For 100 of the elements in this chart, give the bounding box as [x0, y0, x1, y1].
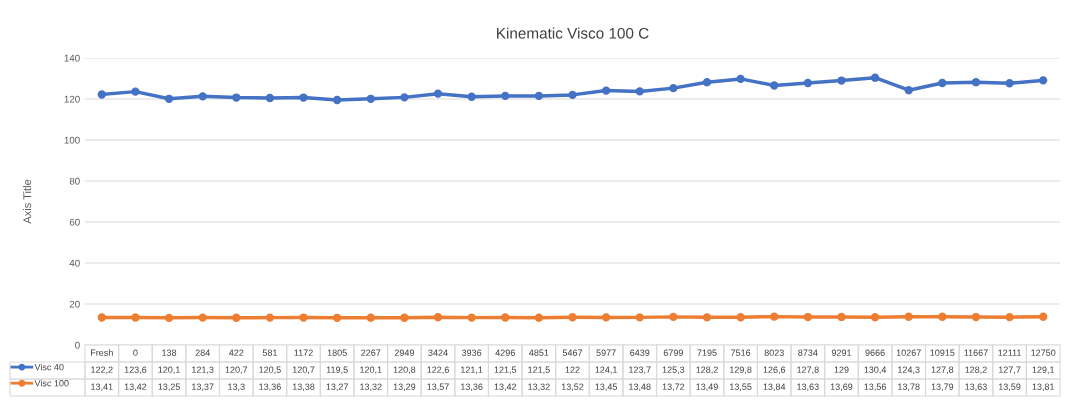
data-label: 129,1	[1032, 366, 1055, 374]
data-label: 13,69	[830, 383, 853, 391]
point	[736, 313, 745, 322]
point	[971, 312, 981, 322]
data-label: 13,42	[124, 383, 147, 391]
x-tick-label: 8023	[764, 349, 784, 356]
data-label: 13,29	[393, 383, 416, 391]
y-tick-label: 80	[69, 177, 80, 185]
data-label: 13,63	[797, 383, 819, 391]
data-label: 13,84	[763, 383, 786, 391]
x-tick-label: 5977	[596, 349, 616, 356]
x-tick-label: 10267	[896, 349, 921, 356]
x-tick-label: 12750	[1031, 349, 1056, 356]
data-label: 125,3	[662, 366, 685, 374]
data-label: 13,63	[965, 383, 987, 391]
data-label: 13,81	[1032, 383, 1055, 391]
x-tick-label: 284	[195, 349, 210, 356]
data-label: 13,36	[259, 383, 281, 391]
point	[770, 312, 779, 321]
data-label: 128,2	[965, 366, 987, 374]
data-label: 13,37	[192, 383, 214, 391]
point	[803, 78, 813, 88]
point	[131, 87, 140, 96]
data-label: 120,1	[158, 366, 180, 374]
legend-label: Visc 100	[34, 379, 69, 387]
data-label: 124,3	[898, 366, 920, 374]
x-tick-label: 11667	[964, 349, 988, 356]
x-tick-label: 1805	[327, 349, 347, 356]
point	[870, 313, 880, 322]
point	[467, 92, 476, 101]
data-label: 122,6	[427, 366, 449, 374]
data-label: 13,27	[326, 383, 348, 391]
point	[568, 90, 577, 100]
point	[467, 313, 476, 322]
point	[299, 93, 308, 102]
point	[265, 93, 275, 103]
data-label: 13,79	[931, 383, 954, 391]
data-label: 13,41	[91, 383, 113, 391]
point	[601, 313, 611, 322]
point	[837, 76, 846, 85]
data-label: 127,8	[931, 366, 954, 374]
data-label: 120,7	[225, 366, 248, 374]
point	[938, 312, 947, 321]
point	[568, 313, 577, 322]
data-label: 13,3	[228, 383, 245, 391]
data-label: 122,2	[91, 366, 113, 374]
data-label: 121,3	[192, 366, 214, 374]
point	[198, 313, 207, 322]
point	[635, 87, 644, 96]
data-label: 13,72	[662, 383, 685, 391]
data-label: 13,32	[360, 383, 382, 391]
x-tick-label: 7516	[731, 349, 751, 356]
point	[332, 95, 342, 105]
point	[971, 78, 981, 87]
data-label: 13,38	[292, 383, 315, 391]
data-label: 121,5	[494, 366, 517, 374]
x-tick-label: 9291	[831, 349, 852, 356]
point	[232, 313, 241, 322]
point	[366, 94, 375, 103]
legend-label: Visc 40	[34, 363, 64, 371]
point	[366, 313, 375, 322]
point	[501, 91, 510, 101]
point	[534, 91, 544, 101]
data-label: 121,1	[461, 366, 483, 374]
point	[1005, 79, 1014, 88]
x-tick-label: 0	[133, 349, 138, 356]
y-tick-label: 60	[69, 218, 80, 226]
point	[232, 93, 241, 102]
x-tick-label: 3424	[428, 349, 448, 356]
data-label: 13,59	[998, 383, 1021, 391]
data-label: 13,56	[864, 383, 886, 391]
data-label: 127,7	[998, 366, 1021, 374]
point	[635, 313, 644, 322]
data-label: 121,5	[528, 366, 550, 374]
point	[803, 312, 813, 322]
y-tick-label: 40	[69, 259, 80, 267]
data-label: 13,52	[561, 383, 584, 391]
y-tick-label: 140	[64, 54, 80, 62]
data-label: 13,25	[158, 383, 180, 391]
x-tick-label: 138	[162, 349, 177, 356]
x-tick-label: 2267	[361, 349, 381, 356]
point	[164, 313, 174, 323]
x-tick-label: 6799	[663, 349, 683, 356]
data-label: 13,57	[427, 383, 449, 391]
x-tick-label: 12111	[998, 349, 1022, 356]
y-tick-label: 0	[75, 341, 80, 349]
data-label: 122	[565, 366, 580, 373]
point	[702, 313, 712, 322]
data-label: 128,2	[696, 366, 718, 374]
point	[198, 92, 207, 101]
x-tick-label: 5467	[562, 349, 583, 356]
point	[736, 74, 745, 84]
data-label: 123,6	[124, 366, 147, 374]
point	[904, 86, 913, 95]
data-label: 13,49	[696, 383, 718, 391]
x-tick-label: 7195	[697, 349, 717, 356]
point	[501, 313, 510, 322]
point	[400, 313, 409, 322]
data-label: 120,7	[292, 366, 315, 374]
point	[164, 94, 174, 103]
